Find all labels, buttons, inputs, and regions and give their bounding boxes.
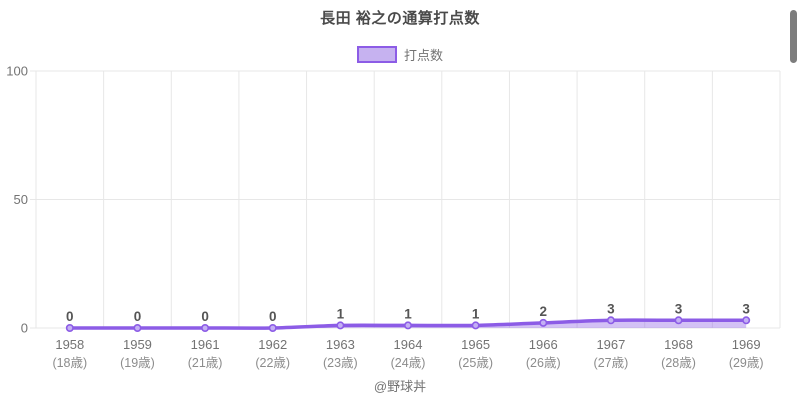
data-point-value-label: 1 [404,306,412,321]
x-axis-year-label: 1965 [461,337,490,352]
data-point-marker[interactable] [403,321,412,330]
data-point-marker[interactable] [539,318,548,327]
x-axis-age-label: (25歳) [458,356,493,370]
data-point-marker[interactable] [606,316,615,325]
x-axis-year-label: 1967 [596,337,625,352]
data-point-value-label: 2 [540,304,548,319]
y-axis-tick-label: 0 [21,321,28,336]
scrollbar-thumb[interactable] [790,10,797,63]
x-axis-age-label: (23歳) [323,356,358,370]
x-axis-age-label: (18歳) [52,356,87,370]
data-point-value-label: 0 [66,309,74,324]
footer-credit: @野球丼 [373,379,427,394]
data-point-value-label: 3 [607,301,615,316]
legend-label: 打点数 [403,48,443,63]
x-axis-year-label: 1963 [326,337,355,352]
x-axis-year-label: 1964 [394,337,423,352]
x-axis-age-label: (26歳) [526,356,561,370]
data-point-marker[interactable] [336,321,345,330]
legend-swatch[interactable] [356,46,397,63]
x-axis-age-label: (19歳) [120,356,155,370]
x-axis-year-label: 1969 [732,337,761,352]
x-axis-age-label: (28歳) [661,356,696,370]
x-axis-year-label: 1958 [55,337,84,352]
y-axis-tick-label: 100 [6,64,28,79]
x-axis-year-label: 1959 [123,337,152,352]
data-point-marker[interactable] [201,323,210,332]
data-point-marker[interactable] [674,316,683,325]
data-point-value-label: 3 [675,301,683,316]
data-point-value-label: 1 [472,306,480,321]
x-axis-year-label: 1968 [664,337,693,352]
x-axis-age-label: (21歳) [188,356,223,370]
y-axis-tick-label: 50 [14,192,28,207]
data-point-marker[interactable] [133,323,142,332]
legend[interactable]: 打点数 [0,45,800,64]
x-axis-age-label: (27歳) [594,356,629,370]
data-point-value-label: 0 [269,309,277,324]
x-axis-age-label: (24歳) [391,356,426,370]
data-point-marker[interactable] [742,316,751,325]
data-point-marker[interactable] [65,323,74,332]
x-axis-year-label: 1961 [191,337,220,352]
data-point-value-label: 0 [201,309,209,324]
x-axis-age-label: (22歳) [255,356,290,370]
chart-title: 長田 裕之の通算打点数 [320,10,480,27]
data-point-marker[interactable] [268,323,277,332]
data-point-marker[interactable] [471,321,480,330]
x-axis-year-label: 1962 [258,337,287,352]
x-axis-age-label: (29歳) [729,356,764,370]
data-point-value-label: 1 [337,306,345,321]
data-point-value-label: 3 [742,301,750,316]
data-point-value-label: 0 [134,309,142,324]
x-axis-year-label: 1966 [529,337,558,352]
